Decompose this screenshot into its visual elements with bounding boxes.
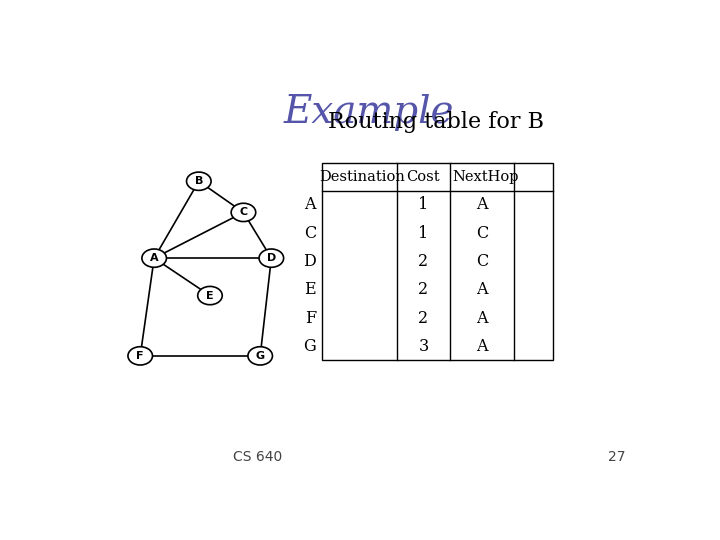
Text: D: D <box>266 253 276 263</box>
Text: G: G <box>303 338 316 355</box>
Text: 2: 2 <box>418 281 428 298</box>
Text: F: F <box>305 309 316 327</box>
Text: NextHop: NextHop <box>453 170 519 184</box>
Text: C: C <box>304 225 316 242</box>
Text: C: C <box>476 253 488 270</box>
Text: A: A <box>476 338 487 355</box>
Text: 2: 2 <box>418 253 428 270</box>
Text: C: C <box>239 207 248 218</box>
Text: 3: 3 <box>418 338 428 355</box>
Text: 2: 2 <box>418 309 428 327</box>
Text: A: A <box>476 281 487 298</box>
Circle shape <box>142 249 166 267</box>
Text: D: D <box>303 253 316 270</box>
Text: A: A <box>476 309 487 327</box>
Circle shape <box>259 249 284 267</box>
Circle shape <box>248 347 272 365</box>
Text: F: F <box>137 351 144 361</box>
Text: 1: 1 <box>418 197 428 213</box>
Circle shape <box>231 203 256 221</box>
Text: E: E <box>305 281 316 298</box>
Text: 1: 1 <box>418 225 428 242</box>
Circle shape <box>198 286 222 305</box>
Text: Cost: Cost <box>407 170 440 184</box>
Text: Destination: Destination <box>319 170 405 184</box>
Text: B: B <box>194 176 203 186</box>
Text: Example: Example <box>284 94 454 131</box>
Text: A: A <box>150 253 158 263</box>
Circle shape <box>186 172 211 191</box>
Text: A: A <box>476 197 487 213</box>
Text: Routing table for B: Routing table for B <box>328 111 544 133</box>
Text: CS 640: CS 640 <box>233 450 282 464</box>
Text: 27: 27 <box>608 450 626 464</box>
Circle shape <box>128 347 153 365</box>
Bar <box>322 163 553 360</box>
Text: E: E <box>206 291 214 301</box>
Text: C: C <box>476 225 488 242</box>
Text: A: A <box>305 197 316 213</box>
Text: G: G <box>256 351 265 361</box>
